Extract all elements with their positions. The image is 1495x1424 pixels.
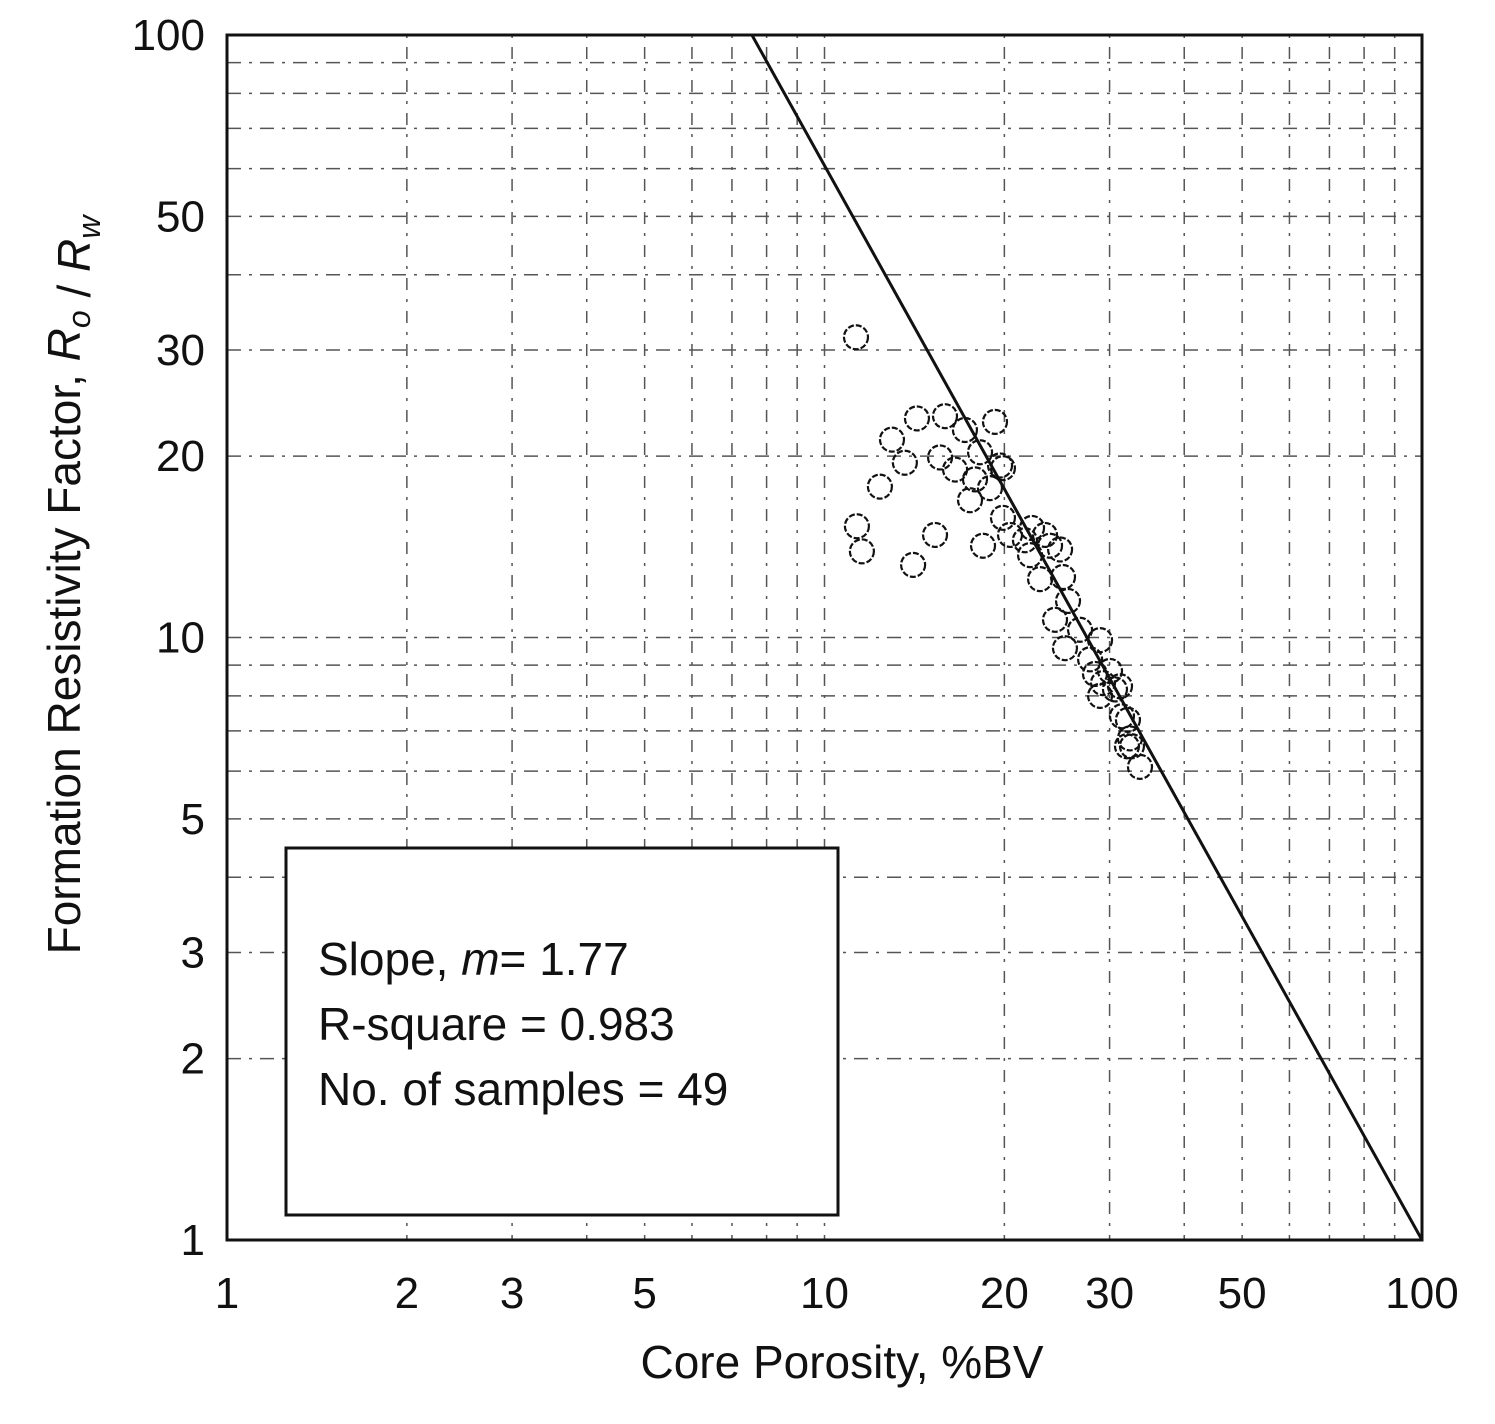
- data-point: [1054, 587, 1082, 615]
- y-tick-label: 1: [181, 1216, 205, 1265]
- data-point: [966, 439, 994, 466]
- x-tick-label: 50: [1218, 1269, 1267, 1318]
- data-point: [1101, 676, 1129, 703]
- data-point: [1016, 542, 1044, 569]
- data-point: [989, 504, 1017, 531]
- data-point: [848, 538, 875, 565]
- x-tick-labels: 1 2 3 5 10 20 30 50 100: [215, 1269, 1459, 1318]
- data-point: [931, 403, 959, 430]
- y-tick-label: 50: [156, 192, 205, 241]
- data-point: [989, 455, 1017, 482]
- x-tick-label: 2: [395, 1269, 419, 1318]
- data-point: [1066, 616, 1094, 643]
- y-tick-label: 30: [156, 326, 205, 375]
- y-tick-label: 100: [132, 11, 205, 60]
- data-point: [926, 444, 954, 471]
- data-point: [1086, 682, 1114, 709]
- data-point: [903, 405, 931, 432]
- data-point: [921, 521, 949, 549]
- x-tick-label: 10: [800, 1269, 849, 1318]
- x-axis-label: Core Porosity, %BV: [640, 1336, 1043, 1388]
- data-point: [961, 466, 989, 493]
- data-point: [1041, 606, 1069, 633]
- scatter-points: [842, 324, 1154, 780]
- data-point: [842, 324, 870, 351]
- data-point: [900, 551, 927, 578]
- y-tick-label: 10: [156, 614, 205, 663]
- y-tick-labels: 1 2 3 5 10 20 30 50 100: [132, 11, 205, 1265]
- data-point: [1114, 706, 1142, 733]
- data-point: [843, 513, 871, 540]
- y-tick-label: 3: [181, 929, 205, 978]
- plot-frame: [225, 33, 1424, 1242]
- data-point: [1076, 646, 1104, 673]
- data-point: [1031, 521, 1059, 549]
- data-point: [1126, 753, 1154, 780]
- data-point: [996, 521, 1024, 549]
- y-tick-label: 20: [156, 432, 205, 481]
- samples-annotation: No. of samples = 49: [318, 1063, 728, 1115]
- data-point: [1051, 635, 1079, 662]
- data-point: [1096, 657, 1124, 685]
- data-point: [941, 456, 969, 483]
- y-tick-label: 5: [181, 795, 205, 844]
- x-tick-label: 20: [980, 1269, 1029, 1318]
- annotation-box: Slope, m= 1.77 R-square = 0.983 No. of s…: [284, 846, 840, 1217]
- x-tick-label: 100: [1385, 1269, 1458, 1318]
- x-tick-label: 3: [500, 1269, 524, 1318]
- data-point: [986, 452, 1014, 479]
- data-point: [878, 426, 906, 453]
- x-tick-label: 30: [1085, 1269, 1134, 1318]
- data-point: [956, 487, 984, 514]
- data-point: [891, 449, 918, 476]
- data-point: [976, 474, 1004, 502]
- x-tick-label: 5: [632, 1269, 656, 1318]
- y-axis-label: Formation Resistivity Factor, Ro / Rw: [38, 214, 107, 955]
- y-tick-label: 2: [181, 1035, 205, 1084]
- data-point: [866, 473, 894, 500]
- slope-annotation: Slope, m= 1.77: [318, 933, 629, 985]
- data-point: [969, 532, 997, 559]
- data-point: [981, 408, 1009, 435]
- x-tick-label: 1: [215, 1269, 239, 1318]
- r-square-annotation: R-square = 0.983: [318, 998, 675, 1050]
- data-point: [1089, 670, 1117, 697]
- data-point: [1046, 536, 1074, 563]
- fit-line: [750, 34, 1424, 1241]
- data-point: [1113, 733, 1141, 760]
